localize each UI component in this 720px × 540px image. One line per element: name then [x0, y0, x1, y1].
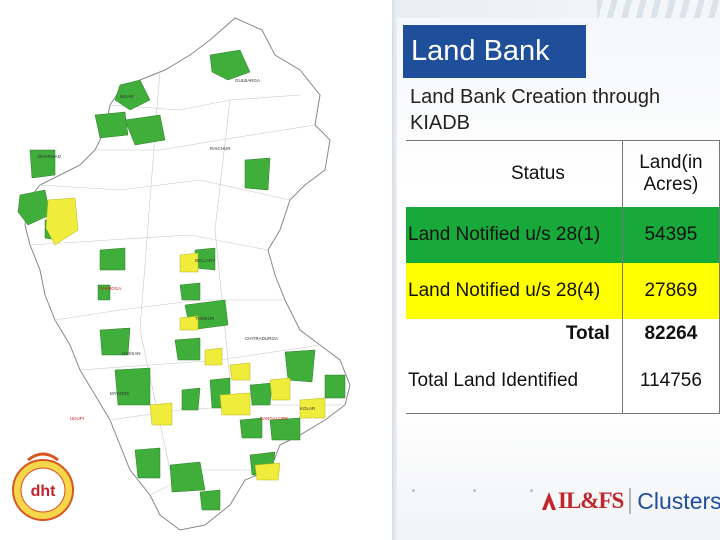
table-row: Land Notified u/s 28(4) 27869: [406, 263, 720, 319]
svg-text:MYSORE: MYSORE: [110, 391, 130, 396]
decor-dot: [530, 489, 533, 492]
row-acres: 27869: [621, 263, 720, 319]
svg-text:TUMKUR: TUMKUR: [195, 316, 215, 321]
row-status: Total: [565, 323, 610, 344]
dht-logo-text: dht: [31, 483, 57, 500]
row-acres: 54395: [621, 207, 720, 263]
table-row: Land Notified u/s 28(1) 54395: [406, 207, 720, 263]
ilfs-emblem-icon: [542, 492, 556, 510]
clusters-brand: Clusters: [637, 487, 720, 514]
svg-text:GULBARGA: GULBARGA: [235, 78, 260, 83]
ilfs-brand: IL&FS: [558, 488, 624, 513]
panel-divider: [392, 0, 397, 540]
row-acres: 114756: [621, 349, 720, 414]
svg-text:BANGALORE: BANGALORE: [260, 416, 288, 421]
land-bank-table: Status Land(in Acres) Land Notified u/s …: [406, 140, 720, 414]
svg-text:RAICHUR: RAICHUR: [210, 146, 231, 151]
decor-dot: [473, 489, 476, 492]
slide-title: Land Bank: [403, 25, 586, 78]
svg-text:HASSAN: HASSAN: [122, 351, 141, 356]
table-header-row: Status Land(in Acres): [406, 140, 720, 207]
brand-separator: [629, 488, 632, 514]
row-status: Land Notified u/s 28(1): [406, 207, 623, 263]
svg-text:DHARWAD: DHARWAD: [38, 154, 62, 159]
table-row-total: Total 82264: [406, 319, 720, 349]
svg-text:BIDAR: BIDAR: [120, 94, 135, 99]
svg-text:BELLARY: BELLARY: [195, 258, 215, 263]
header-acres: Land(in Acres): [621, 140, 720, 207]
row-status: Total Land Identified: [406, 349, 623, 414]
row-acres: 82264: [621, 319, 720, 349]
svg-text:CHITRADURGA: CHITRADURGA: [245, 336, 278, 341]
row-status: Land Notified u/s 28(4): [406, 263, 623, 319]
table-row: Total Land Identified 114756: [406, 349, 720, 414]
header-status: Status: [406, 140, 623, 207]
ilfs-clusters-logo: IL&FS Clusters: [540, 484, 720, 518]
karnataka-map: GULBARGA BIDAR DHARWAD BELLARY RAICHUR M…: [17, 17, 351, 531]
svg-text:KOLAR: KOLAR: [300, 406, 316, 411]
top-decoration-bar: [397, 0, 720, 18]
map-graphic: GULBARGA BIDAR DHARWAD BELLARY RAICHUR M…: [17, 17, 351, 531]
slide-subtitle: Land Bank Creation through KIADB: [410, 86, 661, 134]
dht-logo: dht: [12, 452, 74, 521]
svg-text:UDUPI: UDUPI: [70, 416, 84, 421]
decor-dot: [412, 489, 415, 492]
svg-text:SHIMOGA: SHIMOGA: [100, 286, 121, 291]
